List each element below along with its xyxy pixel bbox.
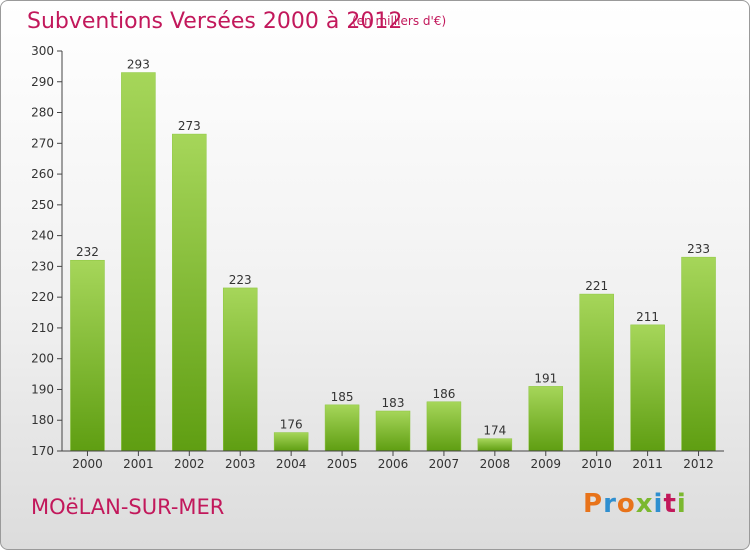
logo-letter: x [635,489,654,519]
x-tick-label: 2010 [581,457,612,471]
logo-letter: t [663,489,677,519]
bar-2008 [477,438,513,452]
x-tick-label: 2000 [72,457,103,471]
x-tick-label: 2003 [225,457,256,471]
y-tick-label: 230 [31,259,54,273]
bar-2011 [630,324,665,452]
y-tick-label: 220 [31,290,54,304]
bar-value-label: 232 [76,245,99,259]
chart-unit-note: (en milliers d'€) [352,14,447,28]
logo-letter: i [676,489,687,519]
bar-value-label: 273 [178,119,201,133]
y-tick-label: 240 [31,229,54,243]
y-tick-label: 210 [31,321,54,335]
x-tick-label: 2004 [276,457,307,471]
proxiti-logo: Proxiti [583,489,687,519]
bar-2003 [222,287,258,452]
y-tick-label: 260 [31,167,54,181]
chart-title: Subventions Versées 2000 à 2012 [27,9,403,34]
bar-2005 [324,404,360,452]
bar-value-label: 191 [534,371,557,385]
bar-2001 [121,72,156,452]
bar-2009 [528,386,564,452]
bar-value-label: 233 [687,242,710,256]
x-tick-label: 2001 [123,457,154,471]
y-tick-label: 280 [31,106,54,120]
bar-2006 [375,410,411,452]
bar-value-label: 211 [636,310,659,324]
bar-2010 [579,293,614,452]
city-name: MOëLAN-SUR-MER [31,495,225,519]
y-tick-label: 250 [31,198,54,212]
bar-2002 [172,133,207,452]
bar-value-label: 183 [382,396,405,410]
logo-letter: i [653,489,664,519]
bar-chart: 170 180 190 200 210 220 230 240 250 260 270 280 290 3… [31,44,724,471]
y-tick-label: 180 [31,413,54,427]
logo-letter: r [603,489,617,519]
bar-value-label: 186 [432,387,455,401]
x-tick-label: 2002 [174,457,205,471]
x-tick-label: 2005 [327,457,358,471]
x-tick-label: 2011 [632,457,663,471]
logo-letter: o [616,489,636,519]
y-tick-label: 190 [31,382,54,396]
bar-value-label: 174 [483,424,506,438]
bar-value-label: 223 [229,273,252,287]
y-tick-label: 170 [31,444,54,458]
x-tick-label: 2009 [530,457,561,471]
y-tick-label: 300 [31,44,54,58]
x-tick-label: 2008 [480,457,511,471]
x-tick-label: 2006 [378,457,409,471]
bar-2000 [70,259,105,452]
bar-value-label: 185 [331,390,354,404]
bar-2004 [273,432,309,452]
logo-letter: P [583,489,604,519]
x-tick-label: 2007 [429,457,460,471]
bar-value-label: 293 [127,58,150,72]
bar-value-label: 221 [585,279,608,293]
bar-value-label: 176 [280,418,303,432]
y-tick-label: 200 [31,352,54,366]
y-tick-label: 270 [31,136,54,150]
y-tick-label: 290 [31,75,54,89]
x-tick-label: 2012 [683,457,714,471]
bar-2012 [681,256,716,452]
bar-2007 [426,401,462,452]
